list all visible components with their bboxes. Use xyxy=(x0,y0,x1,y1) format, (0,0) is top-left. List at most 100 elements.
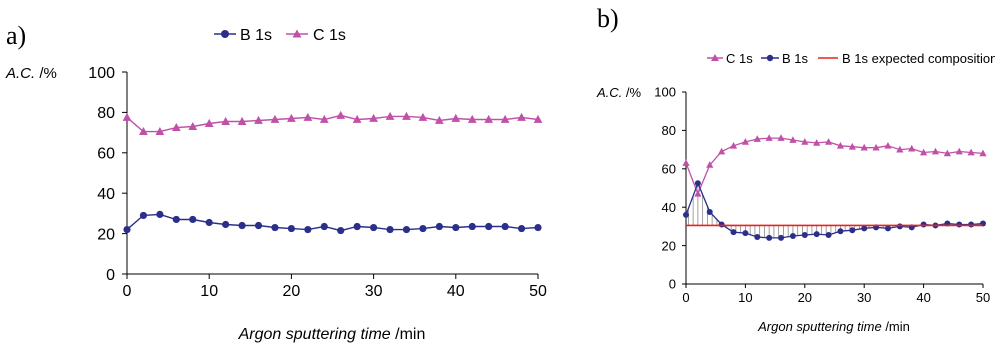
panel-a-point-b-1s-23 xyxy=(501,222,509,231)
panel-a-point-b-1s-3 xyxy=(172,215,180,224)
panel-a-point-b-1s-11 xyxy=(304,225,312,234)
panel-a-legend: B 1s C 1s xyxy=(214,27,346,44)
panel-a-point-b-1s-2 xyxy=(156,210,164,219)
panel-a-ytick-label-100: 100 xyxy=(88,65,115,82)
panel-a-point-c-1s-2 xyxy=(155,126,165,136)
panel-a-x-ticks: 0 10 20 30 40 50 xyxy=(123,274,547,300)
panel-a-point-c-1s-19 xyxy=(434,115,444,124)
panel-b-xlabel-main: Argon sputtering time xyxy=(757,319,882,334)
panel-b-point-c-1s-3 xyxy=(718,147,726,155)
panel-a-point-b-1s-20 xyxy=(452,223,460,232)
panel-a-point-b-1s-8 xyxy=(254,221,263,230)
panel-a-point-b-1s-1 xyxy=(139,211,148,220)
panel-b-ytick-label-100: 100 xyxy=(654,85,676,100)
panel-a-point-c-1s-14 xyxy=(352,114,362,123)
panel-b-point-b-1s-5 xyxy=(742,230,749,237)
panel-b-point-b-1s-7 xyxy=(766,234,773,241)
panel-b-point-b-1s-23 xyxy=(956,221,963,228)
panel-a-point-b-1s-17 xyxy=(402,225,411,234)
panel-a-ylabel-main: A.C. xyxy=(5,65,35,82)
panel-a-point-b-1s-9 xyxy=(271,223,279,232)
panel-b-point-b-1s-17 xyxy=(884,225,891,232)
panel-a-xlabel-main: Argon sputtering time xyxy=(238,326,391,343)
panel-b-ytick-label-20: 20 xyxy=(662,238,676,253)
panel-a-xlabel: Argon sputtering time /min xyxy=(238,326,426,343)
panel-b-point-b-1s-13 xyxy=(837,228,844,235)
legend-b-b1s-label: B 1s xyxy=(782,51,809,66)
panel-a-point-b-1s-19 xyxy=(435,222,443,231)
panel-b-ytick-label-80: 80 xyxy=(662,123,676,138)
panel-a: a) B 1s C 1s A.C. /% 0 20 40 60 80 100 0 10 20 3… xyxy=(5,21,547,343)
panel-a-point-c-1s-16 xyxy=(385,111,395,120)
panel-b-point-c-1s-17 xyxy=(884,141,892,149)
panel-b-point-c-1s-14 xyxy=(848,142,856,150)
legend-b-b1s-marker xyxy=(766,54,774,62)
panel-b-xlabel-unit: /min xyxy=(882,319,910,334)
panel-a-ytick-label-60: 60 xyxy=(97,146,115,163)
panel-b-point-b-1s-4 xyxy=(730,229,737,236)
panel-a-ytick-label-40: 40 xyxy=(97,186,115,203)
panel-a-point-c-1s-24 xyxy=(517,112,526,121)
panel-a-ytick-label-0: 0 xyxy=(106,267,115,284)
panel-b-point-b-1s-14 xyxy=(849,227,856,234)
panel-b-point-c-1s-15 xyxy=(860,143,868,151)
panel-b-xtick-label-40: 40 xyxy=(916,290,930,305)
panel-b-point-c-1s-24 xyxy=(967,148,975,156)
panel-b-ylabel: A.C. /% xyxy=(596,85,642,100)
panel-b-point-c-1s-21 xyxy=(931,147,940,155)
panel-a-point-c-1s-25 xyxy=(533,114,543,123)
panel-b-point-c-1s-2 xyxy=(706,161,714,168)
panel-a-ytick-label-20: 20 xyxy=(97,226,115,243)
panel-a-point-c-1s-20 xyxy=(451,113,461,122)
panel-b-point-c-1s-12 xyxy=(824,138,833,145)
panel-a-point-b-1s-12 xyxy=(320,222,328,231)
panel-b-point-b-1s-10 xyxy=(801,232,808,239)
panel-b-point-c-1s-13 xyxy=(836,141,845,149)
panel-b-point-b-1s-12 xyxy=(825,232,832,239)
legend-b-c1s-marker xyxy=(711,54,719,61)
panel-a-point-c-1s-6 xyxy=(221,116,231,125)
panel-b-legend: C 1s B 1s B 1s expected composition xyxy=(707,51,995,66)
panel-a-point-c-1s-0 xyxy=(122,112,132,121)
panel-a-point-b-1s-13 xyxy=(337,226,345,235)
panel-b-point-b-1s-3 xyxy=(718,221,725,228)
panel-b-point-c-1s-11 xyxy=(813,139,821,146)
panel-b-point-b-1s-1 xyxy=(694,180,701,187)
panel-b-point-b-1s-2 xyxy=(706,209,713,215)
panel-a-point-b-1s-21 xyxy=(468,222,476,231)
panel-a-point-c-1s-1 xyxy=(139,126,148,136)
panel-b-point-b-1s-8 xyxy=(778,234,785,241)
panel-a-point-c-1s-23 xyxy=(500,114,510,123)
panel-a-point-c-1s-3 xyxy=(171,122,181,131)
panel-a-point-c-1s-15 xyxy=(369,113,378,122)
legend-b-expected-label: B 1s expected composition xyxy=(842,51,995,66)
panel-b-point-c-1s-6 xyxy=(753,135,761,142)
panel-b-point-c-1s-23 xyxy=(955,147,963,155)
panel-b-xtick-label-20: 20 xyxy=(798,290,812,305)
panel-a-xtick-label-30: 30 xyxy=(365,283,383,300)
panel-b-point-b-1s-20 xyxy=(920,221,927,228)
panel-b-point-b-1s-24 xyxy=(968,221,975,228)
panel-a-point-b-1s-7 xyxy=(238,221,246,230)
panel-a-point-c-1s-11 xyxy=(303,112,313,121)
panel-b-point-c-1s-8 xyxy=(777,134,785,141)
panel-b-point-b-1s-0 xyxy=(683,211,689,218)
panel-a-xlabel-unit: /min xyxy=(391,326,426,343)
panel-b-y-ticks: 0 20 40 60 80 100 xyxy=(654,85,686,292)
panel-a-point-c-1s-13 xyxy=(336,110,346,119)
panel-a-point-c-1s-7 xyxy=(237,116,247,125)
panel-b-point-c-1s-22 xyxy=(943,149,951,157)
panel-b-ytick-label-40: 40 xyxy=(662,200,676,215)
legend-a-c1s-marker xyxy=(292,29,302,38)
panel-b-point-b-1s-9 xyxy=(789,233,796,239)
panel-a-ylabel-unit: /% xyxy=(35,65,57,82)
panel-b-point-c-1s-0 xyxy=(682,159,690,166)
panel-a-ytick-label-80: 80 xyxy=(97,105,115,122)
panel-b-x-ticks: 0 10 20 30 40 50 xyxy=(682,284,990,305)
panel-a-point-c-1s-12 xyxy=(319,114,329,123)
legend-a-c1s-label: C 1s xyxy=(313,27,346,44)
panel-a-point-b-1s-4 xyxy=(189,215,197,224)
panel-a-point-c-1s-8 xyxy=(254,115,263,124)
legend-a-b1s-marker xyxy=(221,30,229,38)
